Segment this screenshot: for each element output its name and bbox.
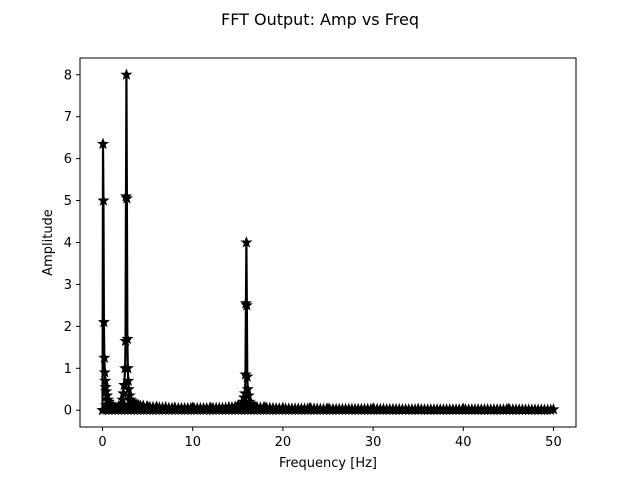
data-point-marker (240, 299, 253, 311)
data-point-marker (321, 402, 335, 414)
y-tick-label: 7 (64, 110, 72, 125)
y-tick-label: 0 (64, 404, 72, 419)
y-tick-label: 1 (64, 362, 72, 377)
x-tick-label: 50 (545, 435, 562, 450)
data-point-marker (150, 400, 163, 413)
data-point-marker (120, 68, 133, 80)
data-point-marker (186, 401, 199, 413)
data-point-marker (249, 400, 262, 413)
x-tick-label: 30 (365, 435, 382, 450)
data-point-marker (276, 401, 289, 414)
data-point-marker (98, 366, 111, 378)
data-point-marker (168, 401, 181, 413)
data-point-marker (240, 236, 253, 248)
axes-frame (79, 57, 577, 428)
y-tick-label: 4 (64, 236, 72, 251)
data-point-marker (303, 401, 317, 414)
plot-area (96, 68, 560, 416)
data-point-marker (204, 401, 217, 413)
data-point-marker (120, 192, 133, 204)
y-axis-label: Amplitude (41, 209, 56, 276)
data-point-marker (222, 400, 235, 413)
data-point-marker (141, 400, 154, 412)
data-point-marker (241, 382, 254, 395)
x-tick-label: 0 (98, 435, 106, 450)
data-point-marker (159, 400, 172, 413)
data-point-marker (121, 361, 134, 374)
data-point-marker (122, 374, 135, 387)
data-point-marker (258, 400, 271, 413)
y-tick-label: 5 (64, 194, 72, 209)
x-tick-label: 10 (184, 435, 201, 450)
data-point-marker (547, 403, 560, 415)
data-point-marker (122, 382, 135, 395)
data-point-marker (502, 402, 515, 415)
y-tick-label: 2 (64, 320, 72, 335)
chart-title: FFT Output: Amp vs Freq (221, 10, 419, 29)
x-axis: 0 10 20 30 40 50 (98, 427, 562, 450)
data-point-marker (97, 315, 110, 328)
data-point-marker (121, 332, 134, 345)
data-point-marker (96, 137, 110, 150)
y-tick-label: 3 (64, 278, 72, 293)
data-point-marker (367, 402, 380, 414)
y-tick-label: 6 (64, 152, 72, 167)
x-axis-label: Frequency [Hz] (279, 456, 377, 471)
y-tick-label: 8 (64, 68, 72, 83)
x-tick-label: 20 (275, 435, 292, 450)
data-point-marker (412, 402, 425, 415)
y-axis: 0 1 2 3 4 5 6 7 8 (64, 68, 80, 419)
data-point-marker (241, 370, 254, 382)
data-point-marker (457, 402, 470, 415)
data-point-marker (97, 194, 110, 206)
data-point-marker (242, 389, 255, 401)
x-tick-label: 40 (455, 435, 472, 450)
data-point-marker (98, 351, 111, 363)
